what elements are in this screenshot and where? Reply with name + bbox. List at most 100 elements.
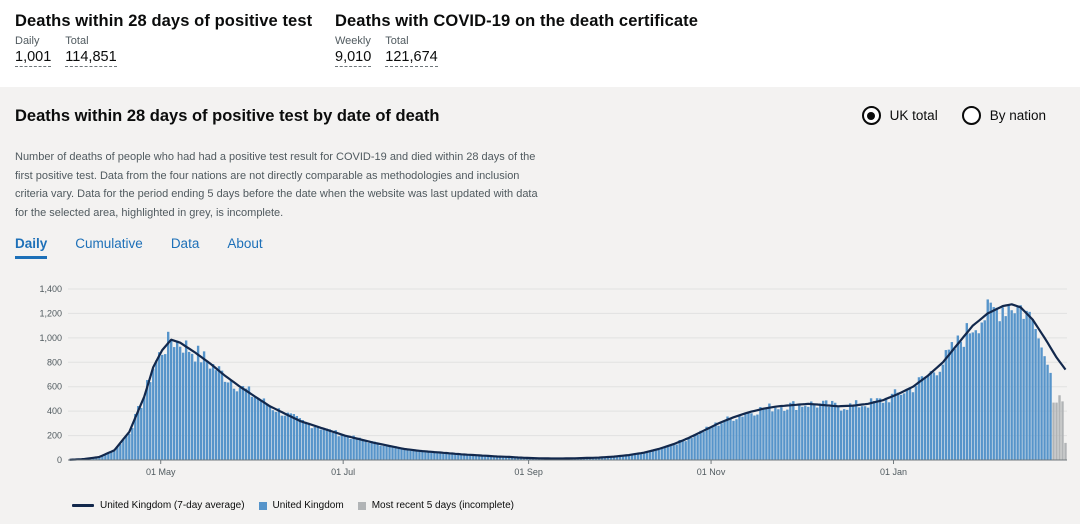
x-tick-label: 01 Sep	[514, 467, 543, 477]
daily-bar	[941, 364, 945, 460]
daily-bar	[349, 438, 352, 460]
daily-bar	[364, 440, 367, 460]
radio-uk-total[interactable]: UK total	[861, 106, 938, 125]
daily-bar	[774, 407, 777, 460]
incomplete-bar	[1055, 402, 1058, 460]
daily-bar	[717, 425, 720, 460]
certificate-total-value[interactable]: 121,674	[385, 49, 438, 67]
daily-bar	[316, 427, 319, 460]
daily-bar	[660, 447, 663, 460]
daily-bar	[328, 429, 331, 460]
deaths28-total-value[interactable]: 114,851	[65, 49, 117, 67]
daily-bar	[684, 441, 687, 460]
daily-bar	[792, 401, 795, 460]
x-tick-label: 01 Jul	[331, 467, 355, 477]
daily-bar	[615, 456, 619, 460]
radio-uk-total-circle[interactable]	[861, 106, 881, 125]
deaths28-daily-value[interactable]: 1,001	[15, 49, 52, 67]
daily-bar	[271, 410, 275, 460]
certificate-summary: Deaths with COVID-19 on the death certif…	[335, 12, 698, 67]
certificate-weekly-value[interactable]: 9,010	[335, 49, 372, 67]
daily-bar	[1010, 310, 1013, 460]
y-tick-label: 600	[47, 382, 62, 392]
daily-bar	[1049, 372, 1052, 460]
daily-bar	[765, 407, 768, 460]
daily-bar	[1016, 305, 1019, 460]
legend-daily-label: United Kingdom	[272, 500, 344, 511]
daily-bar	[705, 426, 708, 460]
daily-deaths-chart: 0 200 400 600 800 1,000 1,200 1,400 01 May 01 Jul…	[39, 284, 1067, 477]
deaths28-title: Deaths within 28 days of positive test	[15, 12, 313, 30]
legend-incomplete-swatch	[357, 501, 366, 510]
radio-by-nation-circle[interactable]	[961, 106, 981, 125]
daily-bar	[875, 398, 879, 460]
daily-bar	[923, 377, 927, 460]
daily-bar	[152, 368, 155, 460]
daily-bar	[268, 406, 272, 460]
legend-item-incomplete: Most recent 5 days (incomplete)	[357, 500, 514, 511]
daily-bar	[119, 444, 122, 460]
daily-bar	[161, 354, 164, 460]
daily-bar	[238, 388, 242, 460]
daily-bar	[307, 423, 310, 460]
daily-bar	[134, 414, 137, 460]
daily-bar	[687, 438, 690, 460]
daily-bar	[412, 451, 415, 460]
radio-by-nation[interactable]: By nation	[961, 106, 1046, 125]
daily-bar	[854, 400, 858, 460]
daily-bar	[1046, 364, 1049, 460]
daily-bar	[418, 450, 421, 460]
daily-bar	[639, 452, 642, 460]
tab-data[interactable]: Data	[170, 236, 200, 251]
tab-cumulative[interactable]: Cumulative	[75, 236, 143, 251]
tab-daily[interactable]: Daily	[15, 236, 48, 259]
daily-bar	[633, 454, 636, 460]
daily-bar	[953, 348, 957, 460]
daily-bar	[863, 406, 867, 460]
daily-bar	[463, 454, 466, 460]
y-tick-label: 1,000	[39, 333, 62, 343]
daily-bar	[167, 331, 170, 460]
daily-bar	[600, 457, 604, 460]
chart-card-title: Deaths within 28 days of positive test b…	[15, 107, 440, 125]
daily-bar	[262, 398, 266, 460]
daily-bar	[693, 434, 696, 460]
daily-bar	[478, 455, 481, 460]
deaths28-total-label: Total	[65, 35, 89, 47]
daily-bar	[373, 441, 376, 460]
daily-bar	[708, 427, 711, 460]
daily-bar	[175, 340, 179, 460]
daily-bar	[672, 444, 675, 460]
daily-bar	[624, 455, 628, 460]
daily-bar	[962, 346, 966, 460]
daily-bar	[421, 450, 424, 460]
daily-bar	[397, 448, 400, 460]
daily-bar	[496, 456, 499, 460]
daily-bar	[337, 436, 340, 460]
legend-item-average: United Kingdom (7-day average)	[72, 500, 245, 511]
daily-bar	[343, 435, 346, 460]
daily-bar	[890, 393, 894, 460]
daily-bar	[974, 330, 977, 460]
daily-bar	[125, 435, 128, 460]
legend-line-swatch	[72, 504, 94, 507]
daily-bar	[286, 412, 290, 460]
daily-bar	[908, 387, 912, 460]
daily-bar	[155, 360, 158, 460]
chart-legend: United Kingdom (7-day average) United Ki…	[72, 500, 514, 511]
daily-bar	[481, 455, 484, 460]
daily-bar	[265, 404, 269, 460]
daily-bar	[424, 451, 427, 460]
tab-about[interactable]: About	[227, 236, 263, 251]
daily-bar	[947, 349, 951, 460]
daily-bar	[355, 438, 358, 460]
daily-bar	[217, 366, 221, 460]
daily-bar	[406, 450, 409, 460]
daily-bar	[819, 403, 822, 460]
y-tick-label: 1,200	[39, 308, 62, 318]
daily-bar	[971, 332, 974, 460]
daily-bar	[726, 416, 729, 460]
daily-bar	[289, 413, 293, 460]
daily-bar	[304, 421, 307, 460]
daily-bar	[187, 351, 191, 460]
